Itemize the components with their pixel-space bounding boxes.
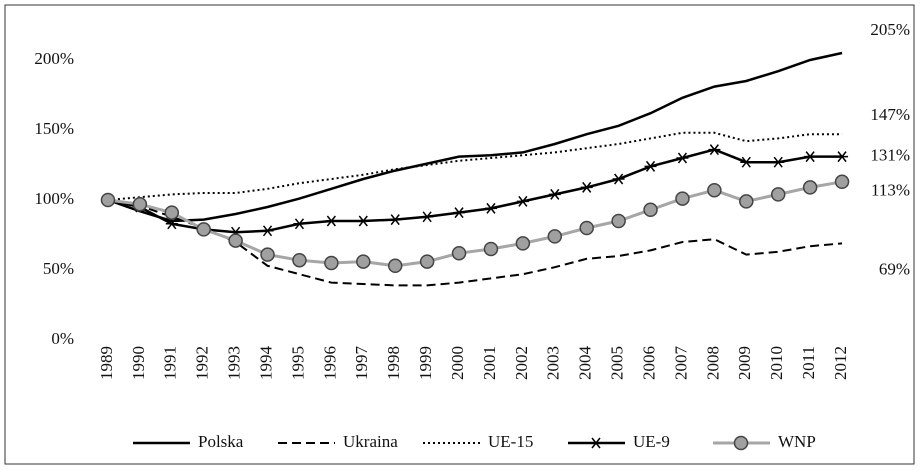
point-marker bbox=[676, 152, 689, 164]
point-marker bbox=[387, 258, 403, 274]
point-marker bbox=[324, 255, 339, 271]
x-tick-label: 1992 bbox=[193, 346, 212, 380]
x-tick-label: 2007 bbox=[671, 346, 690, 381]
point-marker bbox=[644, 160, 657, 172]
x-tick-label: 2003 bbox=[544, 346, 563, 380]
point-marker bbox=[580, 181, 593, 193]
point-marker bbox=[356, 254, 371, 269]
end-label: 205% bbox=[870, 20, 910, 39]
x-tick-label: 1994 bbox=[256, 346, 275, 381]
point-marker bbox=[261, 225, 274, 237]
point-marker bbox=[421, 211, 434, 223]
chart-frame bbox=[4, 4, 915, 465]
point-marker bbox=[547, 229, 563, 244]
legend-marker bbox=[733, 435, 749, 451]
point-marker bbox=[293, 218, 306, 230]
point-marker bbox=[579, 220, 594, 236]
point-marker bbox=[836, 151, 849, 163]
point-marker bbox=[357, 215, 370, 227]
point-marker bbox=[739, 194, 754, 209]
x-tick-label: 2002 bbox=[512, 346, 531, 380]
x-tick-label: 1999 bbox=[416, 346, 435, 380]
x-tick-label: 2009 bbox=[735, 346, 754, 380]
point-marker bbox=[802, 180, 818, 195]
point-marker bbox=[834, 174, 850, 190]
legend-marker bbox=[590, 437, 602, 449]
x-tick-label: 2001 bbox=[480, 346, 499, 380]
legend-label: WNP bbox=[778, 432, 816, 451]
legend-label: UE-9 bbox=[633, 432, 670, 451]
x-tick-label: 2004 bbox=[576, 346, 595, 381]
end-label: 131% bbox=[870, 146, 910, 165]
end-label: 113% bbox=[871, 181, 910, 200]
x-tick-label: 1991 bbox=[161, 346, 180, 380]
legend-label: Polska bbox=[198, 432, 244, 451]
point-marker bbox=[611, 213, 626, 229]
x-tick-label: 1990 bbox=[129, 346, 148, 380]
point-marker bbox=[325, 215, 338, 227]
x-tick-label: 2005 bbox=[608, 346, 627, 380]
legend-label: UE-15 bbox=[488, 432, 533, 451]
series-line bbox=[107, 51, 843, 223]
point-marker bbox=[165, 218, 178, 230]
point-marker bbox=[389, 214, 402, 226]
y-tick-label: 200% bbox=[34, 49, 74, 68]
point-marker bbox=[643, 202, 658, 218]
y-tick-label: 100% bbox=[34, 189, 74, 208]
point-marker bbox=[419, 254, 435, 269]
point-marker bbox=[453, 207, 466, 219]
x-tick-label: 2011 bbox=[799, 346, 818, 379]
x-tick-label: 2008 bbox=[703, 346, 722, 380]
x-tick-label: 1989 bbox=[97, 346, 116, 380]
x-tick-label: 2000 bbox=[448, 346, 467, 380]
end-label: 147% bbox=[870, 105, 910, 124]
point-marker bbox=[708, 144, 721, 156]
x-tick-label: 1997 bbox=[352, 346, 371, 381]
x-tick-label: 1996 bbox=[320, 346, 339, 380]
point-marker bbox=[804, 151, 817, 163]
point-marker bbox=[516, 195, 529, 207]
y-tick-label: 150% bbox=[34, 119, 74, 138]
point-marker bbox=[770, 187, 786, 202]
y-tick-label: 50% bbox=[43, 259, 74, 278]
point-marker bbox=[483, 241, 499, 257]
x-tick-label: 1995 bbox=[288, 346, 307, 380]
x-tick-label: 1993 bbox=[225, 346, 244, 380]
point-marker bbox=[260, 247, 275, 262]
point-marker bbox=[515, 236, 531, 251]
point-marker bbox=[292, 252, 307, 268]
x-tick-label: 2010 bbox=[767, 346, 786, 380]
point-marker bbox=[675, 191, 690, 206]
y-tick-label: 0% bbox=[51, 329, 74, 348]
end-label: 69% bbox=[879, 259, 910, 278]
point-marker bbox=[100, 192, 116, 208]
point-marker bbox=[228, 233, 243, 248]
series-line bbox=[107, 131, 843, 201]
point-marker bbox=[707, 182, 722, 198]
point-marker bbox=[484, 202, 497, 214]
point-marker bbox=[740, 156, 753, 168]
x-tick-label: 2012 bbox=[831, 346, 850, 380]
x-tick-label: 2006 bbox=[639, 346, 658, 380]
point-marker bbox=[451, 245, 467, 261]
legend-label: Ukraina bbox=[343, 432, 398, 451]
point-marker bbox=[164, 205, 180, 220]
x-tick-label: 1998 bbox=[384, 346, 403, 380]
point-marker bbox=[772, 156, 785, 168]
point-marker bbox=[548, 188, 561, 200]
point-marker bbox=[612, 173, 625, 185]
point-marker bbox=[196, 222, 211, 237]
point-marker bbox=[132, 196, 148, 212]
